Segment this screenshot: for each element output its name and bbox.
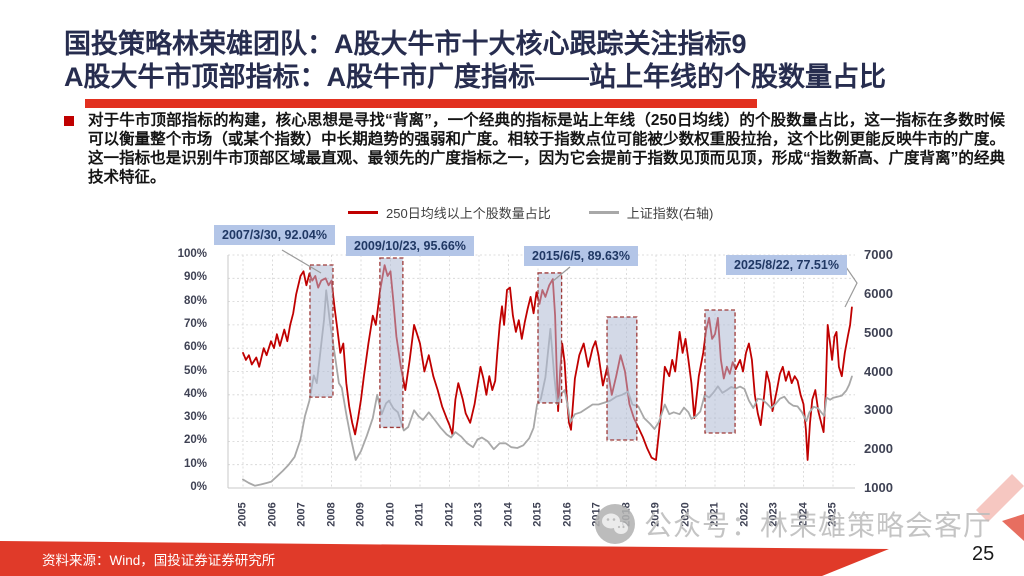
legend-item: 250日均线以上个股数量占比 xyxy=(348,203,551,222)
legend-label: 250日均线以上个股数量占比 xyxy=(386,206,551,221)
footer-band xyxy=(0,541,889,576)
highlight-region xyxy=(379,257,404,429)
highlight-region xyxy=(704,309,736,434)
highlight-region xyxy=(537,272,563,404)
wechat-logo-icon xyxy=(595,504,635,544)
watermark-text: 公众号：林荣雄策略会客厅 xyxy=(644,510,993,541)
title-underline-bar xyxy=(85,99,757,108)
footer-source-text: 资料来源：Wind，国投证券证券研究所 xyxy=(42,553,276,568)
annotation-leader-line xyxy=(552,266,571,282)
corner-ribbon-red xyxy=(1002,514,1024,541)
annotation-label: 2015/6/5, 89.63% xyxy=(524,246,638,266)
legend-label: 上证指数(右轴) xyxy=(626,206,714,221)
annotation-leader-line xyxy=(844,266,858,308)
page-title-line1: 国投策略林荣雄团队：A股大牛市十大核心跟踪关注指标9 xyxy=(64,29,747,59)
annotation-label: 2009/10/23, 95.66% xyxy=(346,236,474,256)
annotation-label: 2025/8/22, 77.51% xyxy=(726,255,847,275)
legend-swatch xyxy=(348,211,378,214)
chart-legend: 250日均线以上个股数量占比 上证指数(右轴) xyxy=(348,203,713,222)
page-title: 国投策略林荣雄团队：A股大牛市十大核心跟踪关注指标9 A股大牛市顶部指标：A股牛… xyxy=(64,28,1004,94)
watermark: 公众号：林荣雄策略会客厅 xyxy=(594,503,992,545)
legend-item: 上证指数(右轴) xyxy=(588,203,714,222)
page-number: 25 xyxy=(972,543,995,565)
corner-ribbon-light xyxy=(976,474,1024,522)
annotation-leader-line xyxy=(281,249,322,274)
bullet-square-icon xyxy=(64,116,74,126)
highlight-region xyxy=(309,264,334,398)
legend-swatch xyxy=(588,211,619,214)
annotation-label: 2007/3/30, 92.04% xyxy=(214,225,335,245)
highlight-region xyxy=(606,316,638,441)
body-paragraph: 对于牛市顶部指标的构建，核心思想是寻找“背离”，一个经典的指标是站上年线（250… xyxy=(88,112,1005,186)
page-title-line2: A股大牛市顶部指标：A股牛市广度指标——站上年线的个股数量占比 xyxy=(64,62,886,92)
